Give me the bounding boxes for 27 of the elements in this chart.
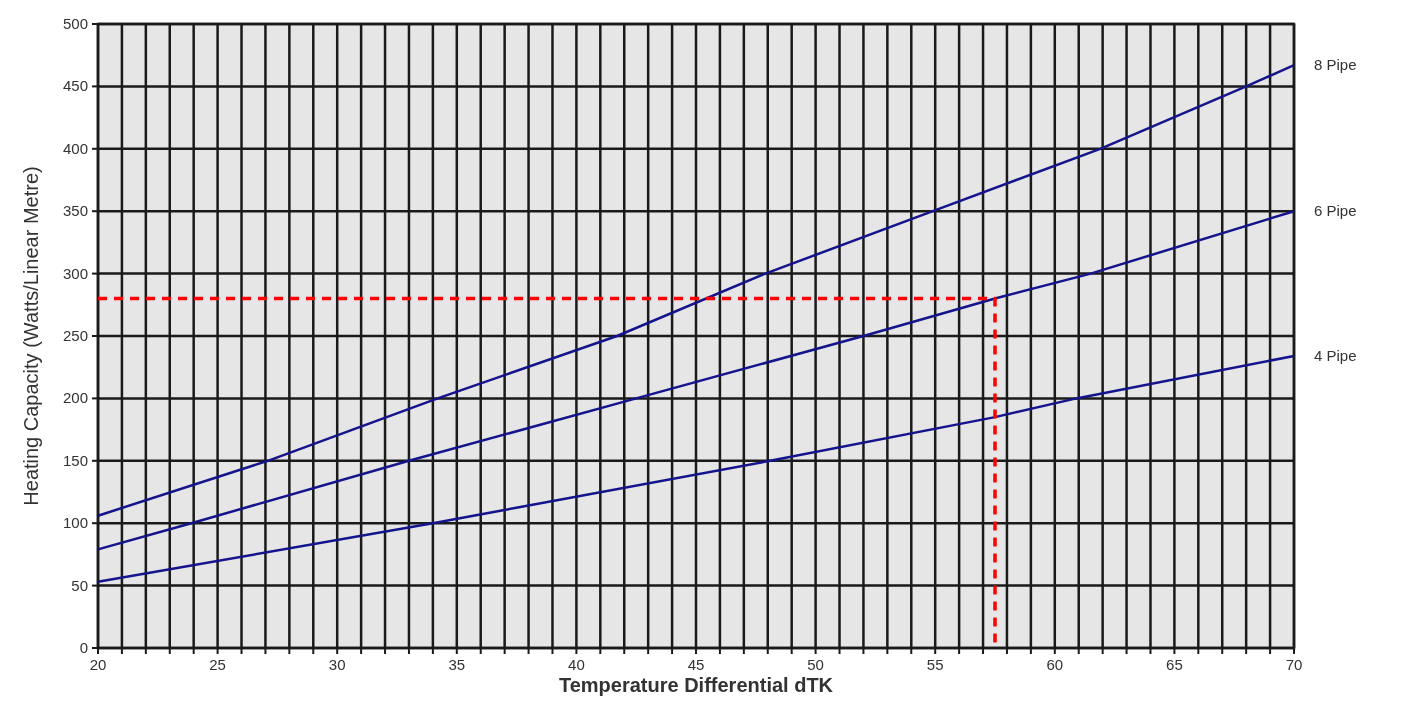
y-tick-label: 250: [62, 327, 88, 344]
x-tick-label: 35: [448, 656, 466, 673]
x-tick-label: 60: [1046, 656, 1064, 673]
x-tick-label: 25: [209, 656, 226, 673]
series-label: 4 Pipe: [1314, 346, 1357, 364]
x-tick-label: 65: [1166, 656, 1183, 673]
series-label: 8 Pipe: [1314, 56, 1357, 74]
x-tick-label: 55: [926, 656, 944, 673]
x-tick-label: 40: [568, 656, 585, 673]
y-tick-label: 350: [62, 202, 88, 220]
x-tick-label: 70: [1285, 656, 1303, 673]
x-tick-label: 45: [687, 656, 705, 673]
y-tick-label: 400: [62, 139, 88, 157]
y-tick-label: 150: [62, 451, 88, 469]
x-tick-label: 20: [89, 656, 107, 673]
y-tick-label: 500: [62, 15, 88, 32]
series-label: 6 Pipe: [1314, 202, 1357, 220]
y-tick-label: 50: [71, 576, 88, 594]
x-axis-title: Temperature Differential dTK: [558, 674, 834, 696]
y-tick-label: 300: [62, 264, 88, 282]
y-axis-title: Heating Capacity (Watts/Linear Metre): [20, 166, 42, 506]
y-tick-label: 0: [79, 639, 88, 656]
x-tick-label: 30: [328, 656, 346, 673]
y-tick-label: 100: [62, 514, 88, 532]
x-tick-label: 50: [807, 656, 824, 673]
y-tick-label: 450: [62, 77, 88, 95]
y-tick-label: 200: [62, 389, 88, 407]
